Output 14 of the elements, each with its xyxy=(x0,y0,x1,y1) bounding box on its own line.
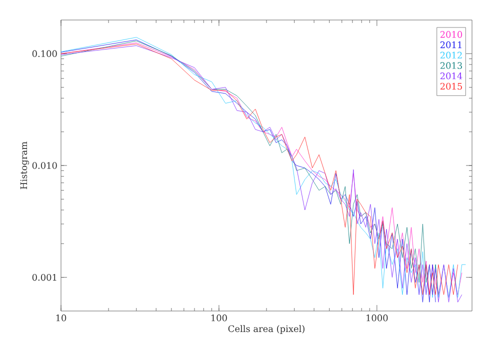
text: 2015 xyxy=(440,82,462,90)
y-tick-label: 0.001 xyxy=(32,274,56,281)
x-tick-label: 100 xyxy=(211,314,227,322)
y-axis-title: Histogram xyxy=(20,142,29,190)
text: 2011 xyxy=(440,41,462,48)
y-tick-label: 0.100 xyxy=(32,50,57,58)
text: 2014 xyxy=(440,72,462,80)
text: 2010 xyxy=(440,31,462,38)
y-tick-label: 0.010 xyxy=(32,162,57,169)
x-tick-label: 10 xyxy=(56,314,66,322)
x-tick-label: 1000 xyxy=(366,314,388,322)
text: 2013 xyxy=(440,62,462,69)
text: 2012 xyxy=(440,52,462,59)
x-axis-title: Cells area (pixel) xyxy=(228,325,304,334)
